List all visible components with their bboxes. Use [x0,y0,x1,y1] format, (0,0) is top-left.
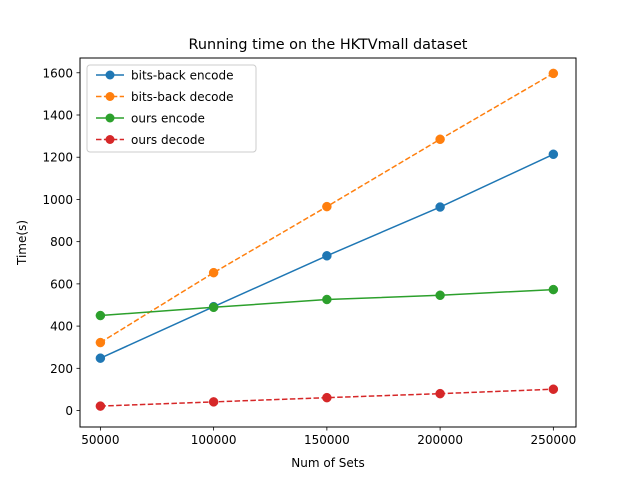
chart-title: Running time on the HKTVmall dataset [189,37,468,53]
y-tick-label: 0 [65,404,73,418]
x-axis-label: Num of Sets [291,456,364,470]
x-tick-label: 200000 [417,433,463,447]
plot-area-frame [79,57,577,428]
y-tick-label: 1200 [42,151,73,165]
data-point [322,201,332,212]
series-ours-decode [95,384,559,411]
data-point [548,384,559,394]
legend-entry: ours decode [96,133,205,147]
x-tick-label: 50000 [81,433,119,447]
series-bits-back-encode [95,149,559,363]
y-tick-label: 800 [50,235,73,249]
data-point [435,388,445,399]
legend-label: ours encode [131,111,205,125]
y-tick-label: 1000 [42,193,73,207]
data-point [95,310,106,321]
series-layer [95,68,559,411]
legend: bits-back encode bits-back decode ours enc… [86,64,257,153]
x-tick-label: 250000 [530,433,576,447]
x-tick-label: 150000 [304,433,350,447]
legend-marker [105,113,115,123]
legend-entry: bits-back encode [96,68,234,82]
data-point [208,267,219,278]
x-axis-ticks: 50000 100000 150000 200000 250000 [81,427,576,447]
y-tick-label: 1600 [42,66,73,80]
y-tick-label: 1400 [42,108,73,122]
legend-entry: bits-back decode [96,90,234,104]
legend-entries: bits-back encode bits-back decode ours enc… [96,68,234,147]
data-point [435,290,445,301]
legend-label: ours decode [131,133,205,147]
data-point [322,294,332,305]
legend-label: bits-back decode [131,90,234,104]
data-point [435,202,445,212]
y-tick-label: 600 [50,277,73,291]
data-point [95,353,106,363]
legend-entry: ours encode [96,111,205,125]
data-point [208,302,219,313]
y-axis-ticks: 0 200 400 600 800 1000 1200 1400 1600 [42,66,80,418]
x-tick-label: 100000 [191,433,237,447]
y-axis-label: Time(s) [15,220,29,266]
legend-label: bits-back encode [131,68,234,82]
series-ours-encode [95,284,559,321]
legend-marker [105,135,115,144]
y-tick-label: 200 [50,362,73,376]
data-point [322,251,332,261]
data-point [435,134,445,145]
data-point [95,401,106,411]
series-bits-back-decode [95,68,559,348]
data-point [548,284,559,295]
legend-marker [105,92,115,101]
data-point [548,149,559,160]
data-point [208,397,219,407]
y-tick-label: 400 [50,320,73,334]
legend-marker [105,70,115,80]
legend-box [86,64,257,153]
data-point [95,337,106,348]
data-point [548,68,559,79]
data-point [322,392,332,403]
